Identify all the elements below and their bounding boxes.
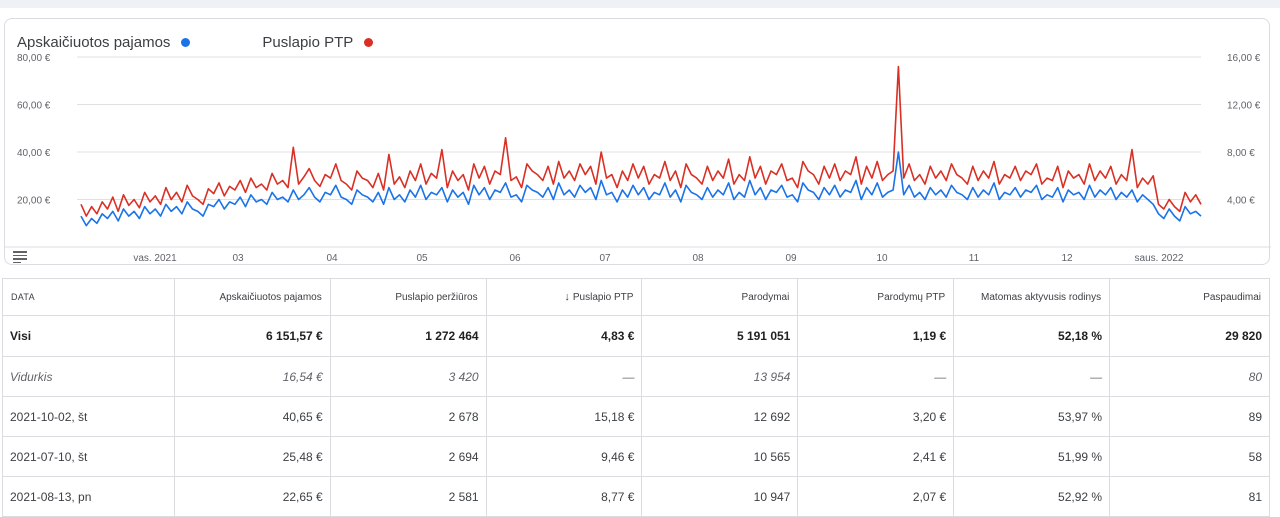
cell: 2 678: [329, 396, 487, 437]
cell: —: [797, 356, 955, 397]
col-header-clicks[interactable]: Paspaudimai: [1109, 278, 1270, 316]
legend-label-revenue: Apskaičiuotos pajamos: [17, 34, 171, 51]
cell: 81: [1109, 476, 1270, 517]
cell: 4,83 €: [485, 315, 643, 357]
table-row[interactable]: 2021-10-02, št 40,65 € 2 678 15,18 € 12 …: [2, 396, 1270, 437]
cell: 2021-07-10, št: [2, 436, 175, 477]
cell: 3,20 €: [797, 396, 955, 437]
cell: Visi: [2, 315, 175, 357]
cell: 8,77 €: [485, 476, 643, 517]
col-header-date[interactable]: DATA: [2, 278, 175, 316]
col-header-page-rpm[interactable]: ↓ Puslapio PTP: [485, 278, 643, 316]
cell: 9,46 €: [485, 436, 643, 477]
legend-item-page-rpm[interactable]: Puslapio PTP: [262, 34, 374, 51]
table-row[interactable]: 2021-07-10, št 25,48 € 2 694 9,46 € 10 5…: [2, 436, 1270, 477]
y-left-tick-label: 20,00 €: [17, 196, 51, 207]
y-right-tick-label: 12,00 €: [1227, 101, 1261, 112]
cell: 2,41 €: [797, 436, 955, 477]
cell: 58: [1109, 436, 1270, 477]
cell: 2 694: [329, 436, 487, 477]
col-header-impressions[interactable]: Parodymai: [641, 278, 799, 316]
cell: 2021-10-02, št: [2, 396, 175, 437]
x-tick-label: 09: [785, 253, 797, 264]
cell: 1 272 464: [329, 315, 487, 357]
y-right-tick-label: 4,00 €: [1227, 196, 1255, 207]
legend-label-page-rpm: Puslapio PTP: [262, 34, 354, 51]
y-left-tick-label: 60,00 €: [17, 101, 51, 112]
y-left-tick-label: 80,00 €: [17, 53, 51, 64]
series-line-page-rpm: [80, 65, 1202, 217]
sort-arrow-icon: ↓: [564, 291, 570, 303]
table-row-average: Vidurkis 16,54 € 3 420 — 13 954 — — 80: [2, 356, 1270, 397]
col-header-impression-rpm[interactable]: Parodymų PTP: [797, 278, 955, 316]
cell: 1,19 €: [797, 315, 955, 357]
cell: 40,65 €: [173, 396, 331, 437]
cell: 2021-08-13, pn: [2, 476, 175, 517]
cell: 29 820: [1109, 315, 1270, 357]
cell: 13 954: [641, 356, 799, 397]
chart-menu-icon[interactable]: [13, 251, 27, 263]
x-tick-label: 11: [969, 253, 980, 264]
col-header-page-views[interactable]: Puslapio peržiūros: [329, 278, 487, 316]
table-row-total: Visi 6 151,57 € 1 272 464 4,83 € 5 191 0…: [2, 315, 1270, 357]
x-tick-label: 06: [509, 253, 521, 264]
y-right-tick-label: 8,00 €: [1227, 148, 1255, 159]
cell: 15,18 €: [485, 396, 643, 437]
legend-dot-revenue: [181, 38, 191, 47]
top-strip: [0, 0, 1280, 8]
x-tick-label: 07: [599, 253, 611, 264]
y-right-tick-label: 16,00 €: [1227, 53, 1261, 64]
cell: 2 581: [329, 476, 487, 517]
table-header-row: DATA Apskaičiuotos pajamos Puslapio perž…: [2, 278, 1270, 316]
cell: 10 565: [641, 436, 799, 477]
chart-card: Apskaičiuotos pajamos Puslapio PTP 80,00…: [4, 18, 1271, 265]
col-header-revenue[interactable]: Apskaičiuotos pajamos: [173, 278, 331, 316]
x-tick-label: vas. 2021: [133, 253, 177, 264]
table-row[interactable]: 2021-08-13, pn 22,65 € 2 581 8,77 € 10 9…: [2, 476, 1270, 517]
cell: —: [485, 356, 643, 397]
x-tick-label: 05: [416, 253, 428, 264]
legend-item-revenue[interactable]: Apskaičiuotos pajamos: [17, 34, 191, 51]
cell: 2,07 €: [797, 476, 955, 517]
cell: 12 692: [641, 396, 799, 437]
series-line-revenue: [80, 151, 1202, 227]
line-chart: 80,00 € 16,00 € 60,00 € 12,00 € 40,00 € 8,00 …: [5, 53, 1271, 264]
cell: 22,65 €: [173, 476, 331, 517]
cell: 51,99 %: [953, 436, 1111, 477]
cell: 52,18 %: [953, 315, 1111, 357]
cell: 3 420: [329, 356, 487, 397]
cell: 52,92 %: [953, 476, 1111, 517]
x-tick-label: 03: [232, 253, 244, 264]
cell: 6 151,57 €: [173, 315, 331, 357]
x-tick-label: 12: [1061, 253, 1073, 264]
x-tick-label: saus. 2022: [1135, 253, 1184, 264]
cell: —: [953, 356, 1111, 397]
cell: 25,48 €: [173, 436, 331, 477]
cell: 5 191 051: [641, 315, 799, 357]
cell: Vidurkis: [2, 356, 175, 397]
chart-legend: Apskaičiuotos pajamos Puslapio PTP: [17, 34, 445, 51]
cell: 16,54 €: [173, 356, 331, 397]
cell: 80: [1109, 356, 1270, 397]
cell: 89: [1109, 396, 1270, 437]
legend-dot-page-rpm: [364, 38, 374, 47]
data-table: DATA Apskaičiuotos pajamos Puslapio perž…: [2, 278, 1270, 517]
cell: 53,97 %: [953, 396, 1111, 437]
col-header-active-view[interactable]: Matomas aktyvusis rodinys: [953, 278, 1111, 316]
y-left-tick-label: 40,00 €: [17, 148, 51, 159]
x-tick-label: 08: [692, 253, 704, 264]
x-tick-label: 04: [326, 253, 338, 264]
x-tick-label: 10: [876, 253, 888, 264]
cell: 10 947: [641, 476, 799, 517]
